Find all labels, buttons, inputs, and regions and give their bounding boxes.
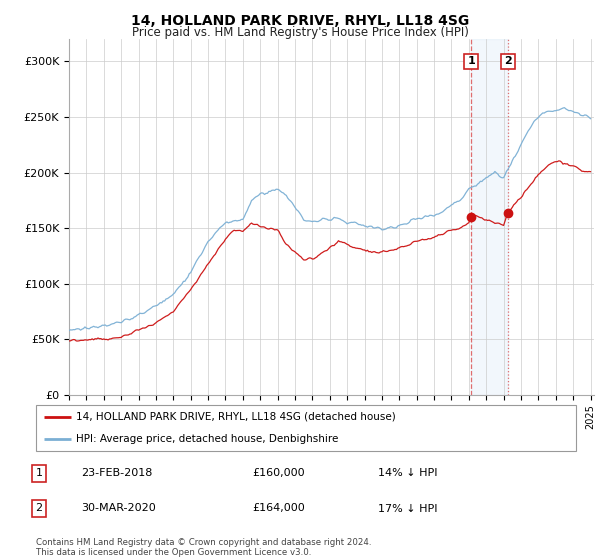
Text: £160,000: £160,000 (252, 468, 305, 478)
Text: 23-FEB-2018: 23-FEB-2018 (81, 468, 152, 478)
Text: 17% ↓ HPI: 17% ↓ HPI (378, 503, 437, 514)
Text: Price paid vs. HM Land Registry's House Price Index (HPI): Price paid vs. HM Land Registry's House … (131, 26, 469, 39)
Text: 2: 2 (504, 57, 512, 67)
Text: 14, HOLLAND PARK DRIVE, RHYL, LL18 4SG (detached house): 14, HOLLAND PARK DRIVE, RHYL, LL18 4SG (… (77, 412, 396, 422)
Text: 1: 1 (467, 57, 475, 67)
Text: 2: 2 (35, 503, 43, 514)
FancyBboxPatch shape (36, 405, 576, 451)
Text: 14% ↓ HPI: 14% ↓ HPI (378, 468, 437, 478)
Text: Contains HM Land Registry data © Crown copyright and database right 2024.
This d: Contains HM Land Registry data © Crown c… (36, 538, 371, 557)
Text: £164,000: £164,000 (252, 503, 305, 514)
Text: 30-MAR-2020: 30-MAR-2020 (81, 503, 156, 514)
Bar (471, 39, 508, 395)
Text: 14, HOLLAND PARK DRIVE, RHYL, LL18 4SG: 14, HOLLAND PARK DRIVE, RHYL, LL18 4SG (131, 14, 469, 28)
Text: 1: 1 (35, 468, 43, 478)
Text: HPI: Average price, detached house, Denbighshire: HPI: Average price, detached house, Denb… (77, 434, 339, 444)
